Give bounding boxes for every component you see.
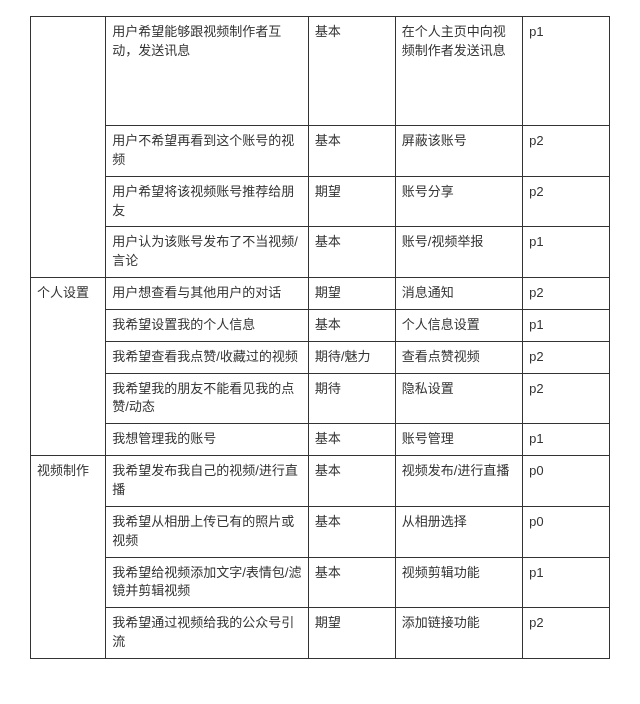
feature-cell: 账号/视频举报 <box>395 227 522 278</box>
type-cell: 期望 <box>308 176 395 227</box>
type-cell: 期待 <box>308 373 395 424</box>
type-cell: 基本 <box>308 456 395 507</box>
page-container: 用户希望能够跟视频制作者互动，发送讯息基本在个人主页中向视频制作者发送讯息p1用… <box>0 0 640 704</box>
table-row: 我希望设置我的个人信息基本个人信息设置p1 <box>31 309 610 341</box>
table-row: 我希望通过视频给我的公众号引流期望添加链接功能p2 <box>31 608 610 659</box>
table-row: 用户不希望再看到这个账号的视频基本屏蔽该账号p2 <box>31 126 610 177</box>
type-cell: 基本 <box>308 227 395 278</box>
type-cell: 基本 <box>308 557 395 608</box>
priority-cell: p2 <box>523 341 610 373</box>
type-cell: 基本 <box>308 126 395 177</box>
user-story-cell: 用户希望将该视频账号推荐给朋友 <box>106 176 309 227</box>
feature-cell: 屏蔽该账号 <box>395 126 522 177</box>
priority-cell: p2 <box>523 373 610 424</box>
feature-cell: 个人信息设置 <box>395 309 522 341</box>
priority-cell: p1 <box>523 17 610 126</box>
type-cell: 期待/魅力 <box>308 341 395 373</box>
category-cell: 视频制作 <box>31 456 106 659</box>
table-row: 用户认为该账号发布了不当视频/言论基本账号/视频举报p1 <box>31 227 610 278</box>
feature-cell: 在个人主页中向视频制作者发送讯息 <box>395 17 522 126</box>
feature-cell: 账号分享 <box>395 176 522 227</box>
feature-cell: 添加链接功能 <box>395 608 522 659</box>
user-story-cell: 用户不希望再看到这个账号的视频 <box>106 126 309 177</box>
priority-cell: p2 <box>523 126 610 177</box>
type-cell: 基本 <box>308 309 395 341</box>
user-story-cell: 我希望从相册上传已有的照片或视频 <box>106 506 309 557</box>
feature-cell: 隐私设置 <box>395 373 522 424</box>
priority-cell: p2 <box>523 176 610 227</box>
feature-cell: 查看点赞视频 <box>395 341 522 373</box>
table-row: 个人设置用户想查看与其他用户的对话期望消息通知p2 <box>31 278 610 310</box>
priority-cell: p1 <box>523 557 610 608</box>
table-row: 用户希望将该视频账号推荐给朋友期望账号分享p2 <box>31 176 610 227</box>
priority-cell: p1 <box>523 227 610 278</box>
feature-cell: 消息通知 <box>395 278 522 310</box>
user-story-cell: 用户想查看与其他用户的对话 <box>106 278 309 310</box>
feature-cell: 视频剪辑功能 <box>395 557 522 608</box>
type-cell: 期望 <box>308 278 395 310</box>
user-story-cell: 用户认为该账号发布了不当视频/言论 <box>106 227 309 278</box>
priority-cell: p2 <box>523 608 610 659</box>
table-row: 我希望给视频添加文字/表情包/滤镜并剪辑视频基本视频剪辑功能p1 <box>31 557 610 608</box>
priority-cell: p0 <box>523 456 610 507</box>
type-cell: 基本 <box>308 424 395 456</box>
type-cell: 期望 <box>308 608 395 659</box>
user-story-cell: 我希望我的朋友不能看见我的点赞/动态 <box>106 373 309 424</box>
user-story-cell: 用户希望能够跟视频制作者互动，发送讯息 <box>106 17 309 126</box>
category-cell <box>31 17 106 278</box>
priority-cell: p0 <box>523 506 610 557</box>
user-story-cell: 我想管理我的账号 <box>106 424 309 456</box>
table-row: 用户希望能够跟视频制作者互动，发送讯息基本在个人主页中向视频制作者发送讯息p1 <box>31 17 610 126</box>
user-story-cell: 我希望发布我自己的视频/进行直播 <box>106 456 309 507</box>
table-row: 我希望从相册上传已有的照片或视频基本从相册选择p0 <box>31 506 610 557</box>
feature-cell: 账号管理 <box>395 424 522 456</box>
priority-cell: p1 <box>523 309 610 341</box>
user-story-cell: 我希望给视频添加文字/表情包/滤镜并剪辑视频 <box>106 557 309 608</box>
user-story-cell: 我希望设置我的个人信息 <box>106 309 309 341</box>
table-row: 我希望我的朋友不能看见我的点赞/动态期待隐私设置p2 <box>31 373 610 424</box>
user-story-cell: 我希望通过视频给我的公众号引流 <box>106 608 309 659</box>
requirements-table: 用户希望能够跟视频制作者互动，发送讯息基本在个人主页中向视频制作者发送讯息p1用… <box>30 16 610 659</box>
category-cell: 个人设置 <box>31 278 106 456</box>
user-story-cell: 我希望查看我点赞/收藏过的视频 <box>106 341 309 373</box>
table-row: 视频制作我希望发布我自己的视频/进行直播基本视频发布/进行直播p0 <box>31 456 610 507</box>
table-row: 我希望查看我点赞/收藏过的视频期待/魅力查看点赞视频p2 <box>31 341 610 373</box>
priority-cell: p2 <box>523 278 610 310</box>
type-cell: 基本 <box>308 17 395 126</box>
type-cell: 基本 <box>308 506 395 557</box>
priority-cell: p1 <box>523 424 610 456</box>
feature-cell: 视频发布/进行直播 <box>395 456 522 507</box>
feature-cell: 从相册选择 <box>395 506 522 557</box>
table-row: 我想管理我的账号基本账号管理p1 <box>31 424 610 456</box>
